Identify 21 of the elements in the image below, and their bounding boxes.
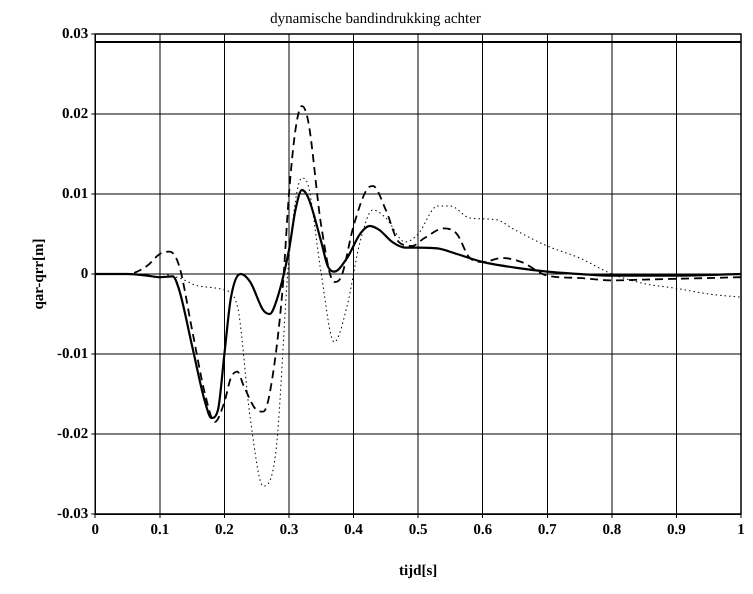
- y-tick-label: -0.01: [56, 346, 88, 362]
- x-axis-title: tijd[s]: [398, 562, 438, 579]
- chart-title: dynamische bandindrukking achter: [270, 10, 481, 27]
- y-tick-label: -0.02: [56, 426, 88, 442]
- x-tick-label: 0.3: [280, 522, 298, 538]
- y-tick-label: -0.03: [56, 506, 88, 522]
- y-tick-label: 0.03: [62, 26, 88, 42]
- x-tick-label: 1: [737, 522, 745, 538]
- x-tick-label: 0.4: [344, 522, 364, 538]
- x-tick-label: 0.8: [602, 522, 622, 538]
- x-tick-label: 0.6: [473, 522, 493, 538]
- x-tick-label: 0.1: [150, 522, 170, 538]
- x-tick-label: 0.9: [667, 522, 686, 538]
- x-tick-label: 0: [91, 522, 99, 538]
- y-tick-label: 0.02: [62, 106, 88, 122]
- y-axis-title: qar-qrr[m]: [30, 238, 47, 310]
- y-tick-label: 0.01: [62, 186, 88, 202]
- x-tick-label: 0.5: [408, 522, 428, 538]
- x-tick-label: 0.2: [215, 522, 234, 538]
- y-tick-label: 0: [80, 266, 88, 282]
- x-tick-label: 0.7: [538, 522, 558, 538]
